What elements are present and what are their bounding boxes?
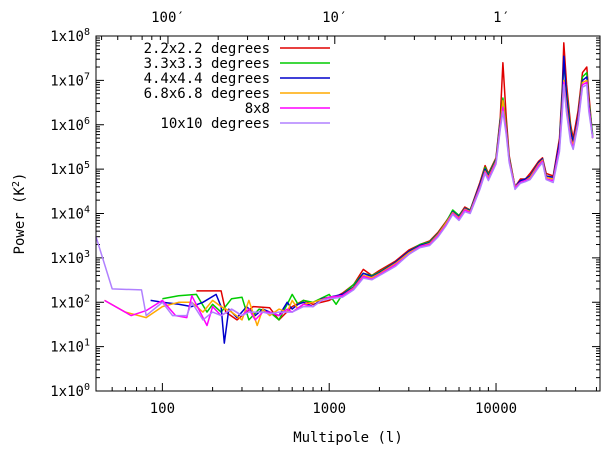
- y-tick-label: 1x103: [50, 249, 90, 267]
- y-tick-label: 1x100: [50, 382, 90, 400]
- plot-frame: [95, 35, 601, 392]
- legend-label-3: 4.4x4.4 degrees: [144, 71, 270, 87]
- y-axis-label-close: ): [12, 173, 28, 181]
- series-line-6: [95, 83, 594, 321]
- x-axis-label: Multipole (l): [293, 430, 403, 446]
- y-tick-label: 1x104: [50, 205, 90, 223]
- y-tick-label: 1x101: [50, 338, 90, 356]
- series-lines: [95, 42, 594, 344]
- y-axis-label: Power (K2): [11, 173, 28, 255]
- legend-label-4: 6.8x6.8 degrees: [144, 86, 270, 102]
- y-axis-label-sup: 2: [11, 181, 22, 187]
- tick-marks: [95, 35, 600, 392]
- x-tick-label: 1000: [312, 401, 346, 417]
- y-tick-label: 1x105: [50, 160, 90, 178]
- legend-label-2: 3.3x3.3 degrees: [144, 56, 270, 72]
- x-tick-label: 10000: [475, 401, 517, 417]
- top-tick-label: 100′: [151, 10, 185, 26]
- y-tick-label: 1x108: [50, 27, 90, 45]
- legend-label-1: 2.2x2.2 degrees: [144, 41, 270, 57]
- legend-label-6: 10x10 degrees: [160, 116, 270, 132]
- y-axis-label-main: Power (K: [12, 186, 28, 254]
- y-tick-label: 1x107: [50, 71, 90, 89]
- top-tick-label: 10′: [322, 10, 347, 26]
- y-tick-label: 1x102: [50, 293, 90, 311]
- top-tick-label: 1′: [493, 10, 510, 26]
- tick-labels: 1x100 1x101 1x102 1x103 1x104 1x105 1x106 1x107…: [50, 10, 517, 417]
- x-tick-label: 100: [150, 401, 175, 417]
- y-tick-label: 1x106: [50, 116, 90, 134]
- legend-label-5: 8x8: [245, 101, 270, 117]
